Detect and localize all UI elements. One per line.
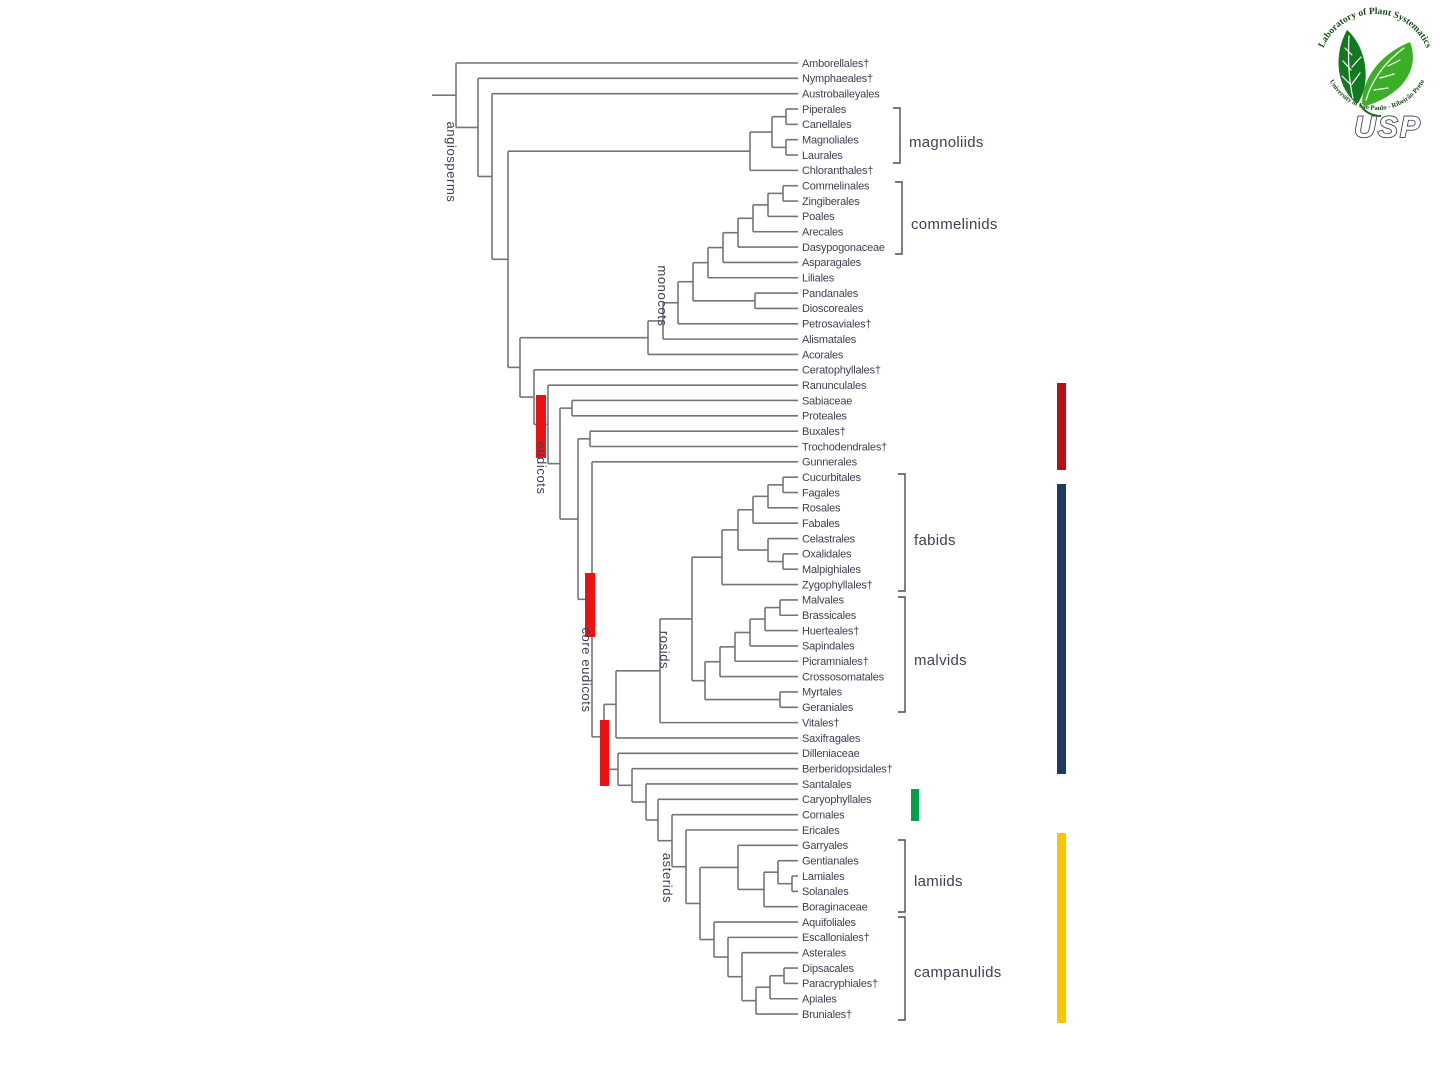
taxon-label: Escalloniales† — [802, 932, 870, 944]
taxon-label: Geraniales — [802, 702, 854, 714]
taxon-label: Sapindales — [802, 641, 855, 653]
taxon-label: Aquifoliales — [802, 917, 857, 929]
taxon-label: Caryophyllales — [802, 794, 872, 806]
taxon-label: Malpighiales — [802, 564, 861, 576]
taxon-label: Dioscoreales — [802, 303, 864, 315]
taxon-label: Rosales — [802, 503, 841, 515]
taxon-label: Petrosaviales† — [802, 319, 871, 331]
taxon-label: Garryales — [802, 840, 849, 852]
taxon-label: Lamiales — [802, 871, 845, 883]
taxon-label: Fagales — [802, 487, 840, 499]
group-label-magnoliids: magnoliids — [909, 134, 984, 151]
taxon-label: Piperales — [802, 104, 847, 116]
usp-wordmark: USP — [1354, 111, 1422, 144]
group-bracket-fabids — [898, 473, 906, 592]
clade-label-rosids: rosids — [657, 631, 672, 669]
taxon-label: Amborellales† — [802, 58, 869, 70]
logo-leaves-icon — [1338, 30, 1413, 117]
clade-label-monocots: monocots — [655, 265, 670, 326]
taxon-label: Santalales — [802, 779, 852, 791]
taxon-label: Zygophyllales† — [802, 579, 873, 591]
taxon-label: Ranunculales — [802, 380, 867, 392]
taxon-label: Nymphaeales† — [802, 73, 873, 85]
taxon-label: Proteales — [802, 411, 847, 423]
taxon-label: Oxalidales — [802, 549, 852, 561]
group-bracket-lamiids — [898, 839, 906, 913]
taxon-label: Dilleniaceae — [802, 748, 860, 760]
taxon-label: Zingiberales — [802, 196, 860, 208]
taxon-label: Pandanales — [802, 288, 859, 300]
taxon-label: Apiales — [802, 994, 837, 1006]
taxon-label: Solanales — [802, 886, 849, 898]
usp-logo: Laboratory of Plant Systematics Universi… — [1317, 7, 1433, 145]
clade-label-core-eudicots: core eudicots — [579, 627, 594, 712]
taxon-label: Myrtales — [802, 687, 843, 699]
caryophyllales-marker — [911, 789, 919, 821]
taxon-label: Boraginaceae — [802, 902, 868, 914]
taxon-label: Chloranthales† — [802, 165, 873, 177]
taxon-label: Asterales — [802, 948, 847, 960]
taxon-label: Alismatales — [802, 334, 857, 346]
sidebar-dark-red — [1057, 383, 1066, 470]
taxon-label: Berberidopsidales† — [802, 763, 893, 775]
taxon-label: Bruniales† — [802, 1009, 852, 1021]
taxon-label: Dipsacales — [802, 963, 855, 975]
taxon-label: Cucurbitales — [802, 472, 861, 484]
group-bracket-magnoliids — [893, 107, 901, 164]
taxon-label: Cornales — [802, 809, 845, 821]
sidebar-navy — [1057, 484, 1066, 774]
taxon-label: Crossosomatales — [802, 671, 885, 683]
taxon-label: Canellales — [802, 119, 852, 131]
clade-label-asterids: asterids — [660, 853, 675, 903]
taxon-label: Fabales — [802, 518, 840, 530]
group-label-fabids: fabids — [914, 532, 956, 549]
group-label-malvids: malvids — [914, 652, 967, 669]
taxon-label: Paracryphiales† — [802, 978, 878, 990]
taxon-label: Huerteales† — [802, 625, 859, 637]
taxon-label: Vitales† — [802, 717, 839, 729]
taxon-label: Malvales — [802, 595, 845, 607]
taxon-label: Acorales — [802, 349, 844, 361]
taxon-label: Ericales — [802, 825, 840, 837]
taxon-label: Asparagales — [802, 257, 862, 269]
taxon-label: Arecales — [802, 227, 844, 239]
taxon-label: Ceratophyllales† — [802, 365, 881, 377]
taxon-label: Celastrales — [802, 533, 856, 545]
taxon-label: Trochodendrales† — [802, 441, 887, 453]
logo-arc-top-text: Laboratory of Plant Systematics — [1317, 7, 1433, 50]
taxon-label: Saxifragales — [802, 733, 861, 745]
sidebar-amber — [1057, 833, 1066, 1023]
leaf-stem — [1359, 103, 1382, 117]
taxon-label: Austrobaileyales — [802, 88, 880, 100]
taxon-label: Picramniales† — [802, 656, 869, 668]
taxon-label: Magnoliales — [802, 135, 859, 147]
group-bracket-campanulids — [898, 916, 906, 1021]
core-eudicots-node-marker — [585, 573, 595, 637]
group-bracket-commelinids — [895, 181, 903, 255]
taxon-label: Buxales† — [802, 426, 846, 438]
taxon-label: Poales — [802, 211, 835, 223]
pentapetalae-node-marker — [600, 720, 609, 786]
taxon-label: Gunnerales — [802, 457, 858, 469]
taxon-label: Brassicales — [802, 610, 857, 622]
taxon-label: Sabiaceae — [802, 395, 852, 407]
taxon-label: Laurales — [802, 150, 843, 162]
taxon-label: Commelinales — [802, 181, 870, 193]
taxon-label: Dasypogonaceae — [802, 242, 885, 254]
taxon-label: Liliales — [802, 273, 835, 285]
group-bracket-malvids — [898, 596, 906, 713]
group-label-campanulids: campanulids — [914, 964, 1002, 981]
clade-label-angiosperms: angiosperms — [444, 121, 459, 202]
clade-label-eudicots: eudicots — [534, 441, 549, 494]
taxon-label: Gentianales — [802, 855, 859, 867]
group-label-lamiids: lamiids — [914, 873, 963, 890]
eudicots-node-marker — [536, 395, 546, 458]
group-label-commelinids: commelinids — [911, 216, 998, 233]
